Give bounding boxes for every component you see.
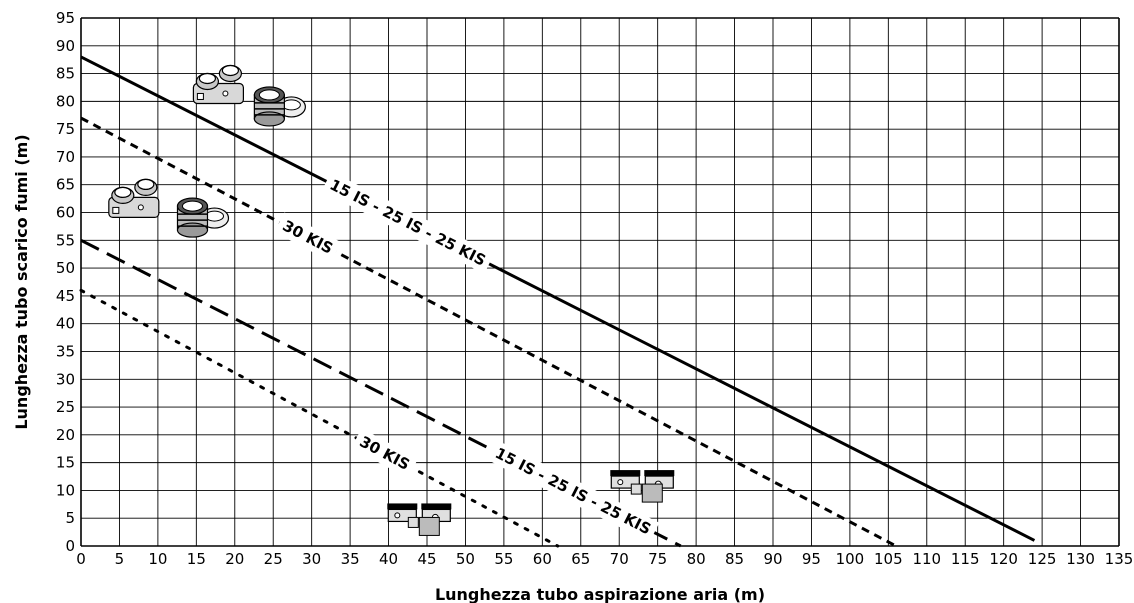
y-tick-label: 35: [56, 342, 75, 360]
x-tick-label: 20: [225, 550, 244, 568]
y-axis-title: Lunghezza tubo scarico fumi (m): [12, 134, 31, 429]
y-tick-label: 40: [56, 315, 75, 333]
y-tick-label: 20: [56, 426, 75, 444]
line-label-bg: [274, 212, 342, 262]
line-label-2: 30 KIS: [274, 212, 342, 262]
twin-pipe-kit-icon: [176, 197, 230, 238]
series-line-2: [80, 116, 897, 548]
x-tick-label: 70: [610, 550, 629, 568]
series-line-4: [79, 288, 560, 548]
x-tick-label: 10: [148, 550, 167, 568]
illustrations: [108, 64, 675, 536]
y-tick-label: 55: [56, 231, 75, 249]
x-tick-label: 95: [802, 550, 821, 568]
y-tick-label: 75: [56, 120, 75, 138]
y-tick-label: 60: [56, 204, 75, 222]
x-tick-label: 60: [533, 550, 552, 568]
y-tick-label: 85: [56, 65, 75, 83]
x-tick-label: 130: [1066, 550, 1095, 568]
line-label-text: 15 IS - 25 IS - 25 KIS: [327, 176, 489, 270]
y-tick-label: 80: [56, 92, 75, 110]
x-tick-label: 115: [951, 550, 980, 568]
y-tick-label: 45: [56, 287, 75, 305]
twin-pipe-kit-icon: [253, 86, 306, 127]
y-tick-label: 10: [56, 481, 75, 499]
x-tick-label: 135: [1105, 550, 1134, 568]
x-tick-label: 40: [379, 550, 398, 568]
y-tick-label: 15: [56, 454, 75, 472]
x-tick-label: 80: [687, 550, 706, 568]
x-tick-label: 125: [1028, 550, 1057, 568]
x-tick-label: 30: [302, 550, 321, 568]
tick-labels: 0 5 10 15 20 25 30 35 40 45 50 55 60 65 70 75 80 85 90 95 10…: [56, 9, 1133, 568]
y-tick-label: 65: [56, 176, 75, 194]
series-line-1: [80, 55, 1036, 542]
x-tick-label: 50: [456, 550, 475, 568]
y-tick-label: 0: [65, 537, 75, 555]
x-tick-label: 100: [836, 550, 865, 568]
y-tick-label: 90: [56, 37, 75, 55]
x-axis-title: Lunghezza tubo aspirazione aria (m): [435, 585, 765, 603]
x-tick-label: 25: [264, 550, 283, 568]
x-tick-label: 85: [725, 550, 744, 568]
x-tick-label: 105: [874, 550, 903, 568]
x-tick-label: 75: [648, 550, 667, 568]
x-tick-label: 0: [76, 550, 86, 568]
y-tick-label: 25: [56, 398, 75, 416]
x-tick-label: 15: [187, 550, 206, 568]
x-tick-label: 65: [571, 550, 590, 568]
x-tick-label: 5: [115, 550, 125, 568]
x-tick-label: 35: [341, 550, 360, 568]
line-label-bg: [486, 439, 660, 543]
boiler-connection-icon: [610, 470, 675, 503]
line-label-bg: [321, 171, 495, 274]
line-label-bg: [351, 428, 419, 479]
y-tick-label: 70: [56, 148, 75, 166]
coaxial-kit-icon: [108, 178, 160, 219]
y-tick-label: 95: [56, 9, 75, 27]
x-tick-label: 110: [912, 550, 941, 568]
boiler-connection-icon: [387, 503, 452, 536]
line-label-4: 30 KIS: [351, 428, 419, 479]
x-tick-label: 55: [494, 550, 513, 568]
y-tick-label: 5: [65, 509, 75, 527]
x-tick-label: 120: [989, 550, 1018, 568]
x-tick-label: 90: [763, 550, 782, 568]
y-tick-label: 50: [56, 259, 75, 277]
y-tick-label: 30: [56, 370, 75, 388]
coaxial-kit-icon: [192, 64, 244, 105]
x-tick-label: 45: [417, 550, 436, 568]
